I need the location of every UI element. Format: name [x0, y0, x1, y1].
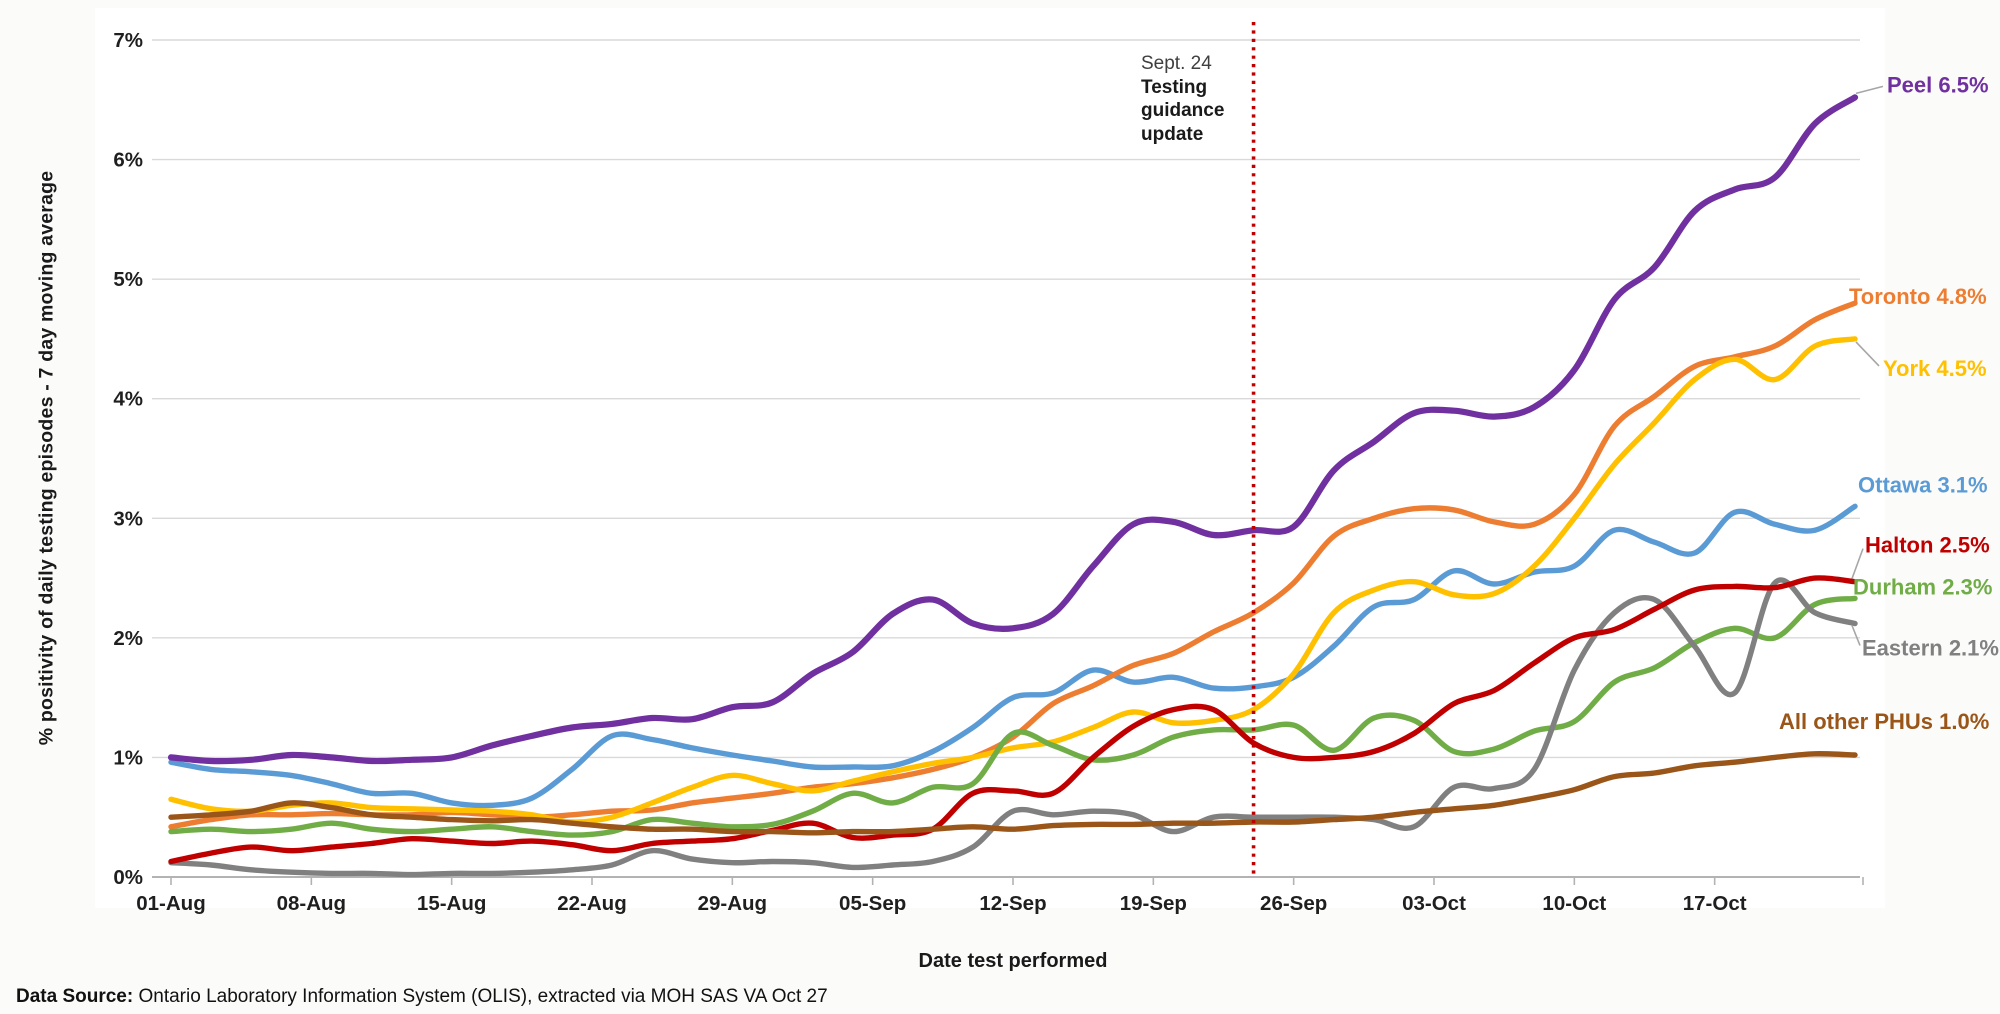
- label-leader-line: [1855, 85, 1884, 95]
- x-tick-label: 29-Aug: [698, 892, 767, 915]
- y-tick-label: 5%: [113, 268, 143, 291]
- annotation-line: update: [1141, 123, 1204, 145]
- series-label-eastern: Eastern 2.1%: [1862, 636, 1999, 661]
- annotation-line: Testing: [1141, 76, 1208, 98]
- x-tick-label: 10-Oct: [1542, 892, 1606, 915]
- y-tick-label: 4%: [113, 388, 143, 411]
- series-label-ottawa: Ottawa 3.1%: [1858, 472, 1988, 497]
- series-label-all-other-phus: All other PHUs 1.0%: [1779, 709, 1989, 734]
- x-tick-label: 08-Aug: [277, 892, 346, 915]
- data-source-note: Data Source: Ontario Laboratory Informat…: [16, 986, 828, 1008]
- series-line-peel: [167, 94, 1859, 765]
- label-leader-line: [1851, 548, 1864, 579]
- x-tick-label: 01-Aug: [136, 892, 205, 915]
- series-label-toronto: Toronto 4.8%: [1849, 284, 1987, 309]
- y-axis-title: % positivity of daily testing episodes -…: [35, 170, 58, 746]
- series-line-all-other-phus: [168, 751, 1858, 836]
- series-label-durham: Durham 2.3%: [1853, 574, 1992, 599]
- x-tick-label: 17-Oct: [1683, 892, 1747, 915]
- series-line-durham: [168, 595, 1858, 838]
- y-tick-label: 2%: [113, 627, 143, 650]
- gridlines: 0% 1% 2% 3% 4% 5% 6% 7%: [113, 29, 1860, 889]
- x-axis-title: Date test performed: [918, 950, 1108, 972]
- x-tick-label: 05-Sep: [839, 892, 906, 915]
- x-axis: 01-Aug 08-Aug 15-Aug 22-Aug 29-Aug 05-Sep 12-S…: [136, 877, 1864, 915]
- series-label-york: York 4.5%: [1883, 356, 1987, 381]
- annotation-date: Sept. 24: [1141, 53, 1212, 74]
- x-tick-label: 03-Oct: [1402, 892, 1466, 915]
- series-label-peel: Peel 6.5%: [1887, 72, 1989, 97]
- x-tick-label: 15-Aug: [417, 892, 486, 915]
- y-tick-label: 3%: [113, 507, 143, 530]
- annotation-line: guidance: [1141, 100, 1225, 121]
- annotation-sept24: Sept. 24 Testing guidance update: [1141, 52, 1224, 146]
- x-tick-label: 22-Aug: [557, 892, 626, 915]
- series-label-halton: Halton 2.5%: [1865, 533, 1990, 558]
- x-tick-label: 19-Sep: [1120, 892, 1187, 915]
- series-lines: [167, 94, 1859, 878]
- x-tick-label: 26-Sep: [1260, 892, 1327, 915]
- label-leader-line: [1851, 625, 1861, 646]
- y-tick-label: 0%: [113, 866, 143, 889]
- y-tick-label: 6%: [113, 149, 143, 172]
- y-tick-label: 1%: [113, 746, 143, 769]
- data-source-label: Data Source:: [16, 986, 134, 1007]
- x-tick-label: 12-Sep: [979, 892, 1046, 915]
- data-source-text: Ontario Laboratory Information System (O…: [133, 986, 828, 1007]
- series-line-halton: [168, 575, 1858, 865]
- series-end-labels: Peel 6.5% Toronto 4.8% York 4.5% Ottawa 3.1…: [1779, 72, 1999, 734]
- label-leader-line: [1855, 341, 1880, 367]
- series-line-ottawa: [168, 503, 1858, 809]
- series-line-york: [168, 336, 1858, 825]
- y-tick-label: 7%: [113, 29, 143, 52]
